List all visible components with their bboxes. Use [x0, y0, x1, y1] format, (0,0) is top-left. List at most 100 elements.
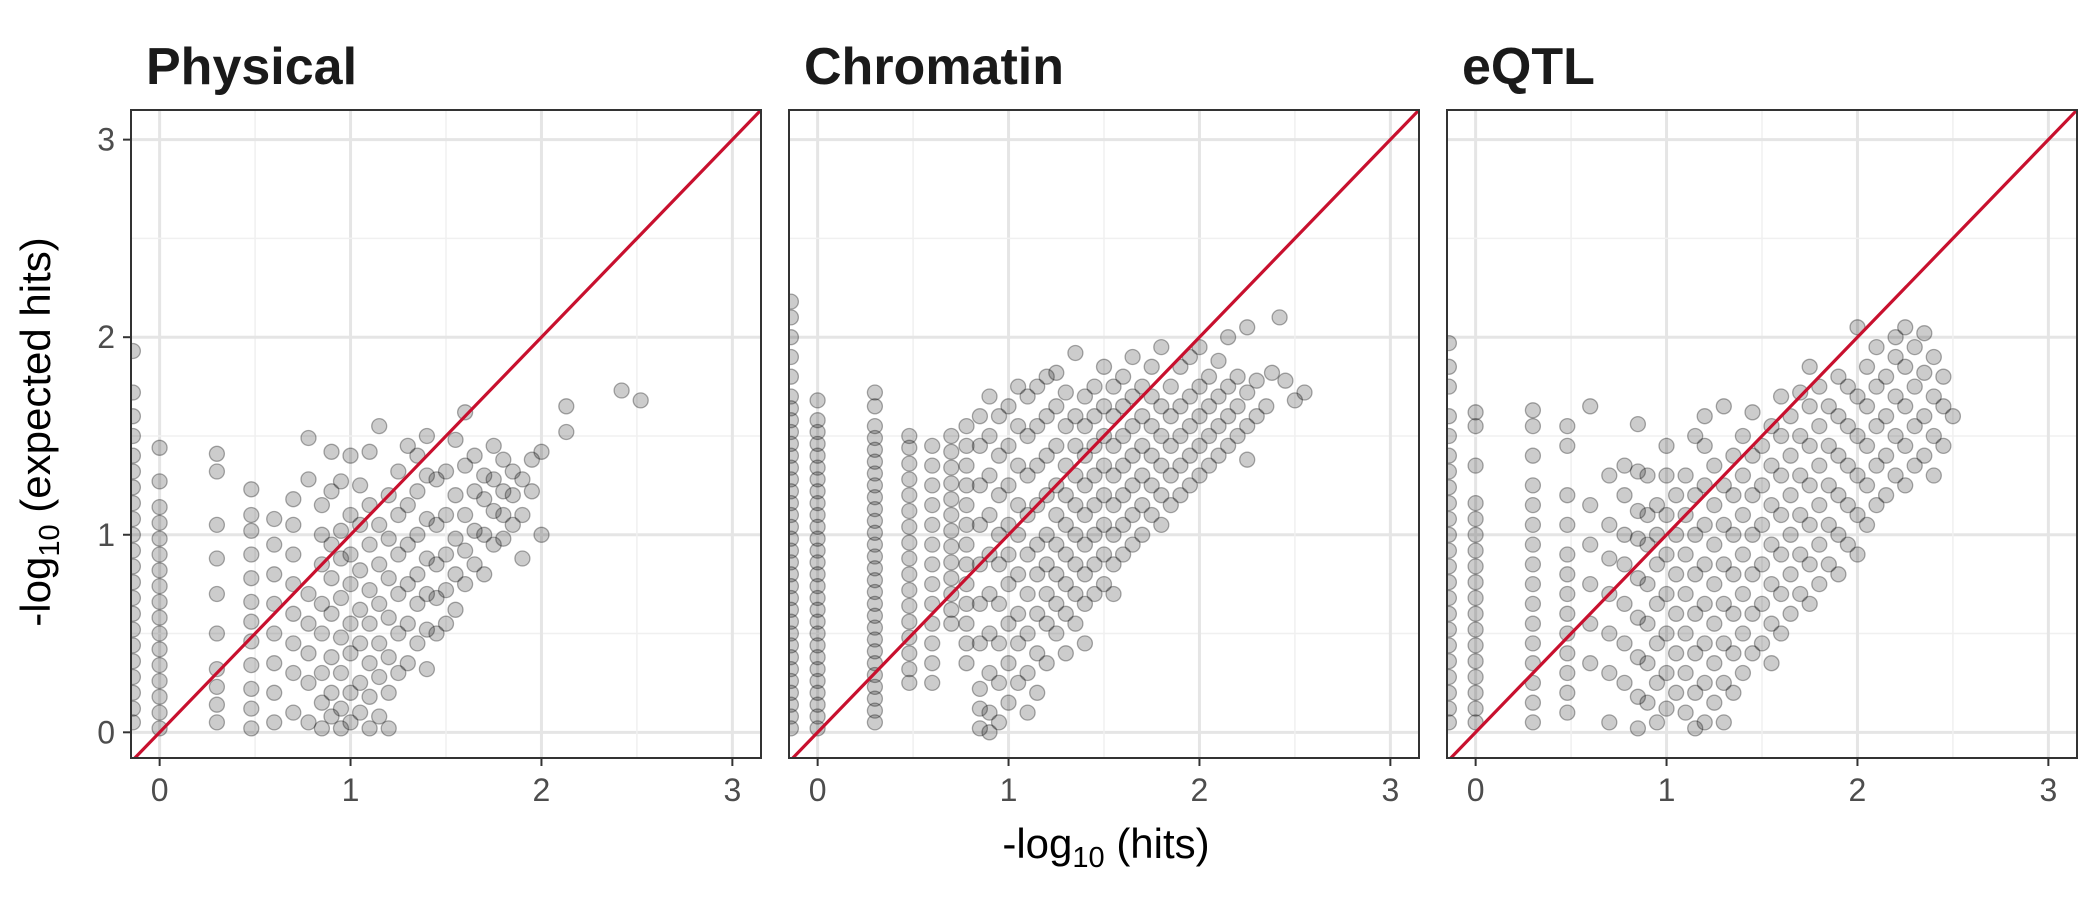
data-point [390, 463, 407, 480]
data-point [1524, 615, 1542, 632]
data-point [1858, 437, 1876, 455]
data-point [1935, 368, 1952, 385]
data-point [958, 536, 975, 553]
data-point [1868, 457, 1885, 474]
data-point [1839, 378, 1857, 395]
data-point [1830, 566, 1847, 583]
data-point [1124, 477, 1141, 494]
data-point [1763, 575, 1780, 593]
data-point [342, 645, 359, 662]
data-point [332, 720, 350, 737]
data-point [1582, 655, 1599, 672]
data-point [1057, 546, 1074, 563]
data-point [1715, 556, 1732, 573]
data-point [1067, 437, 1084, 455]
data-point [1467, 558, 1484, 575]
data-point [285, 605, 302, 622]
data-point [151, 656, 168, 674]
data-point [390, 506, 407, 524]
data-point [1143, 358, 1160, 375]
data-point [300, 471, 317, 488]
data-point [1830, 526, 1847, 543]
data-point [1616, 674, 1633, 692]
data-point [1239, 319, 1256, 336]
data-point [1734, 427, 1752, 445]
data-point [1687, 566, 1704, 583]
data-point [1191, 437, 1208, 455]
data-point [866, 500, 884, 518]
data-point [1706, 694, 1723, 711]
data-point [418, 510, 436, 528]
data-point [901, 427, 918, 445]
data-point [1687, 684, 1704, 701]
data-point [1868, 378, 1885, 395]
data-point [1582, 398, 1599, 415]
data-point [1200, 457, 1218, 474]
data-point [943, 538, 960, 555]
data-point [901, 566, 918, 583]
data-point [323, 684, 340, 701]
data-point [1734, 625, 1752, 642]
data-point [1868, 338, 1885, 356]
data-point [1000, 477, 1017, 494]
data-point [151, 439, 168, 456]
data-point [1582, 496, 1599, 514]
data-point [789, 708, 800, 725]
data-point [1048, 398, 1065, 415]
data-point [1734, 506, 1752, 524]
data-point [924, 516, 941, 534]
data-point [1725, 487, 1742, 504]
data-point [1134, 496, 1151, 514]
data-point [1524, 477, 1542, 494]
data-point [1524, 417, 1542, 435]
data-point [789, 720, 800, 737]
data-point [809, 577, 826, 595]
data-point [1447, 637, 1458, 654]
data-point [1792, 585, 1809, 603]
data-point [789, 471, 800, 488]
data-point [924, 496, 941, 514]
data-point [1048, 536, 1065, 553]
data-point [1524, 694, 1542, 711]
data-point [1124, 417, 1141, 435]
data-point [1105, 496, 1122, 514]
data-point [1725, 566, 1742, 583]
data-point [1559, 664, 1576, 682]
data-point [1447, 700, 1458, 717]
data-point [208, 463, 226, 480]
data-point [1086, 467, 1103, 484]
identity-line [790, 110, 1419, 758]
data-point [1000, 655, 1017, 672]
data-point [1687, 605, 1704, 622]
data-point [313, 526, 331, 543]
data-point [428, 556, 445, 573]
data-point [466, 522, 483, 539]
data-point [351, 477, 369, 494]
data-point [1715, 674, 1732, 692]
data-point [323, 649, 340, 666]
data-point [514, 471, 531, 488]
data-point [789, 613, 800, 630]
data-point [1629, 415, 1647, 433]
data-point [901, 674, 918, 692]
data-point [418, 585, 436, 603]
data-point [1447, 447, 1458, 464]
data-point [390, 664, 407, 682]
data-point [789, 566, 800, 583]
data-point [990, 556, 1008, 573]
data-point [809, 494, 826, 512]
data-point [901, 597, 918, 615]
data-point [1467, 542, 1484, 559]
data-point [1559, 684, 1576, 701]
data-point [428, 471, 445, 488]
data-point [1263, 364, 1281, 381]
data-point [1616, 595, 1633, 613]
data-point [1219, 408, 1237, 425]
data-point [1753, 516, 1771, 534]
data-point [1559, 516, 1576, 534]
data-point [1734, 546, 1752, 563]
panel-title: Physical [146, 38, 357, 96]
data-point [958, 516, 975, 534]
data-point [789, 660, 800, 678]
data-point [285, 635, 302, 652]
